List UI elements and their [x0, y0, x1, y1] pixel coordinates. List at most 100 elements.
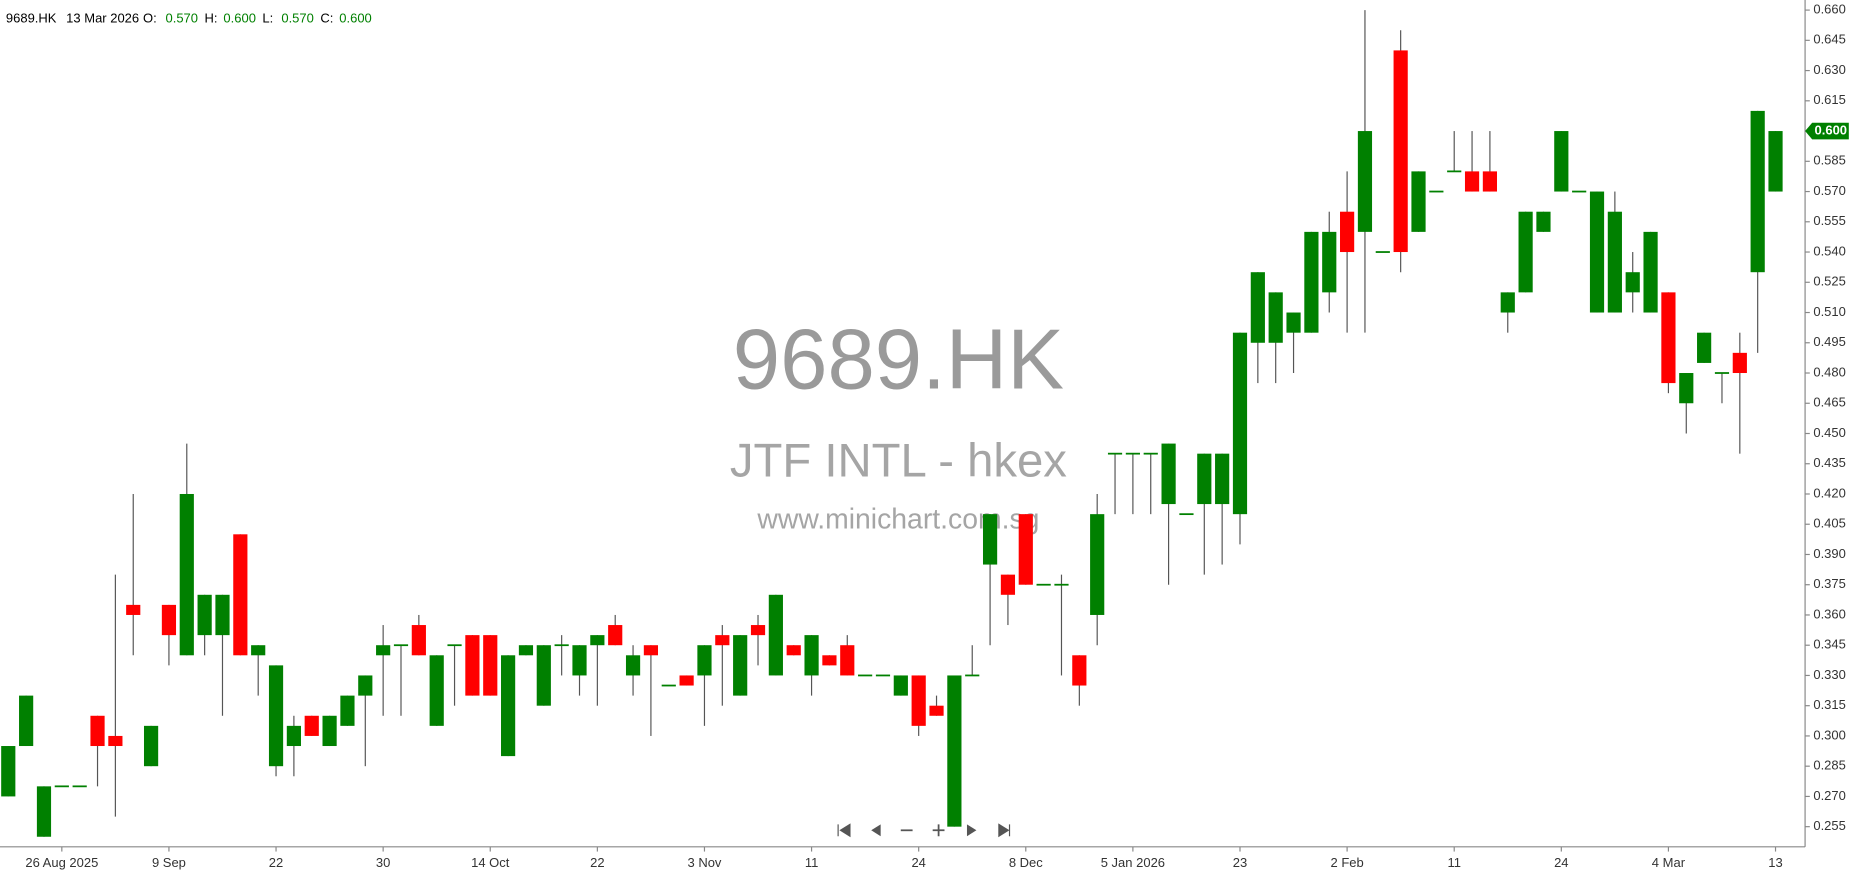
candle-body [143, 725, 159, 767]
candle-body [840, 645, 855, 676]
candle-body [625, 655, 641, 676]
nav-first[interactable] [837, 823, 851, 838]
candle-body [858, 674, 873, 677]
candle-body [1572, 190, 1587, 193]
candle-body [1732, 352, 1747, 374]
candle-body [1161, 443, 1176, 505]
y-tick-label: 0.285 [1813, 758, 1846, 773]
nav-next[interactable] [966, 824, 977, 837]
candle-body [1125, 452, 1140, 455]
candle-body [1000, 574, 1016, 595]
candle-body [1072, 655, 1087, 686]
header-value: 0.570 [281, 10, 314, 25]
watermark: 9689.HK JTF INTL - hkex www.minichart.co… [730, 313, 1067, 536]
candle-body [822, 655, 837, 666]
candle-body [54, 785, 69, 788]
candle-body [108, 735, 123, 747]
header-value: 0.600 [339, 10, 372, 25]
candle-body [1589, 191, 1605, 313]
candle-body [19, 695, 34, 747]
nav-last[interactable] [998, 823, 1011, 838]
candle-body [929, 705, 944, 716]
candle-body [1447, 170, 1462, 173]
candle-body [1215, 453, 1230, 505]
x-tick-label: 2 Feb [1330, 855, 1363, 870]
y-tick-label: 0.660 [1813, 2, 1846, 17]
candle-body [179, 493, 194, 656]
x-tick-label: 24 [1554, 855, 1568, 870]
x-tick-label: 14 Oct [471, 855, 510, 870]
x-tick-label: 11 [1447, 855, 1460, 870]
x-tick-label: 23 [1233, 855, 1247, 870]
candle-body [1411, 171, 1426, 232]
candle-body [679, 675, 694, 686]
candle-body [126, 604, 141, 615]
candle-body [1697, 332, 1712, 363]
x-tick-label: 30 [376, 855, 390, 870]
nav-prev[interactable] [871, 824, 881, 837]
candle-body [768, 594, 783, 676]
y-tick-label: 0.510 [1813, 304, 1846, 319]
candle-body [215, 594, 230, 636]
candle-body [36, 786, 52, 837]
candle-body [1679, 373, 1694, 404]
candle-body [608, 625, 623, 646]
y-tick-label: 0.615 [1813, 92, 1846, 107]
y-tick-label: 0.435 [1813, 455, 1846, 470]
candle-body [1179, 513, 1194, 516]
y-tick-label: 0.255 [1813, 818, 1846, 833]
candle-body [322, 715, 337, 747]
candle-body [947, 675, 962, 827]
y-tick-label: 0.525 [1813, 274, 1846, 289]
y-tick-label: 0.495 [1813, 334, 1846, 349]
y-tick-label: 0.630 [1813, 62, 1846, 77]
candle-body [501, 655, 516, 757]
candle-body [643, 645, 659, 656]
price-tag [1805, 122, 1849, 140]
candle-body [1375, 251, 1390, 253]
candle-body [982, 514, 998, 565]
y-tick-label: 0.420 [1813, 485, 1846, 500]
header-label: O: [143, 10, 157, 25]
candle-body [1768, 131, 1783, 192]
candle-body [358, 675, 373, 696]
candle-body [393, 644, 409, 647]
candle-body [1340, 211, 1355, 253]
x-tick-label: 9 Sep [152, 855, 186, 870]
candle-body [1268, 292, 1283, 343]
candle-body [1357, 131, 1373, 232]
x-tick-label: 3 Nov [687, 855, 721, 870]
y-tick-label: 0.375 [1813, 576, 1846, 591]
candle-body [1536, 211, 1551, 232]
candle-body [804, 635, 819, 676]
y-tick-label: 0.480 [1813, 364, 1846, 379]
candle-body [465, 635, 480, 696]
price-tag-label: 0.600 [1815, 122, 1848, 137]
candle-body [1286, 312, 1301, 333]
candle-body [1322, 231, 1337, 293]
y-tick-label: 0.585 [1813, 153, 1846, 168]
candle-body [875, 674, 891, 677]
candle-body [1464, 171, 1480, 192]
candle-body [197, 594, 212, 636]
y-tick-label: 0.345 [1813, 637, 1846, 652]
candle-body [715, 635, 730, 646]
candle-body [1232, 332, 1248, 515]
candle-body [1482, 171, 1498, 192]
nav-zoom-in[interactable] [932, 824, 945, 837]
candle-body [411, 625, 426, 656]
candle-body [536, 645, 551, 706]
candle-body [429, 655, 444, 726]
y-tick-label: 0.570 [1813, 183, 1846, 198]
x-tick-label: 26 Aug 2025 [25, 855, 98, 870]
header-value: 0.570 [165, 10, 198, 25]
candle-body [447, 644, 462, 647]
candle-body [376, 645, 391, 656]
x-tick-label: 5 Jan 2026 [1101, 855, 1165, 870]
candle-body [1554, 131, 1569, 192]
candle-body [1197, 453, 1212, 505]
x-tick-label: 13 [1768, 855, 1782, 870]
candle-body [1714, 372, 1730, 374]
